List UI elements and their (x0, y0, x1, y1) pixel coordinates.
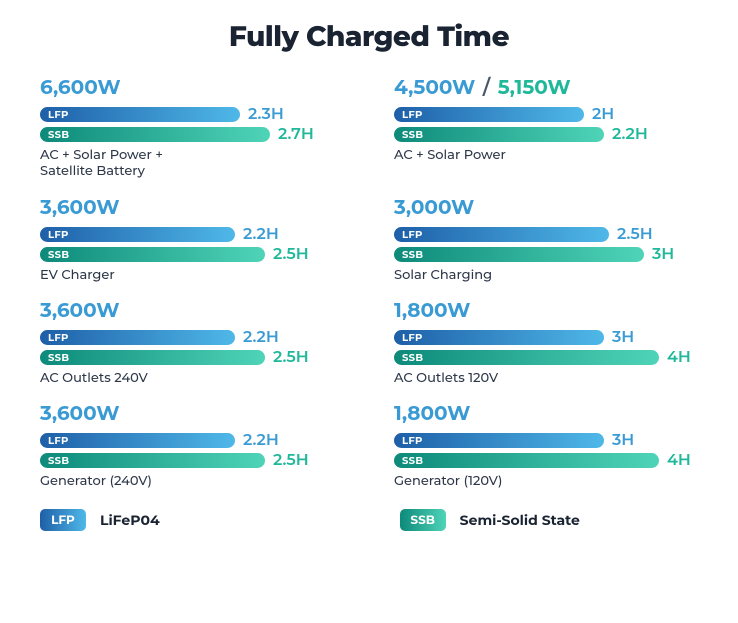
bar-lfp: LFP (40, 330, 235, 345)
chart-cell: 1,800W LFP 3H SSB 4H Generator (120V) (394, 402, 698, 489)
legend-item-lfp: LFP LiFeP04 (40, 509, 160, 531)
bar-row-ssb: SSB 4H (394, 452, 698, 469)
legend-badge-lfp: LFP (40, 509, 86, 531)
bar-value-ssb: 2.5H (273, 245, 309, 264)
wattage-label: 1,800W (394, 299, 698, 323)
chart-subtitle: Generator (120V) (394, 473, 698, 489)
bar-row-lfp: LFP 2H (394, 106, 698, 123)
bar-value-ssb: 2.7H (278, 125, 314, 144)
bar-ssb: SSB (40, 127, 270, 142)
wattage-label: 3,600W (40, 402, 344, 426)
bar-row-ssb: SSB 2.2H (394, 126, 698, 143)
bar-value-lfp: 2.5H (617, 225, 653, 244)
legend-badge-ssb: SSB (400, 509, 446, 531)
bar-row-ssb: SSB 2.7H (40, 126, 344, 143)
wattage-label: 3,600W (40, 196, 344, 220)
wattage-label: 3,000W (394, 196, 698, 220)
legend-item-ssb: SSB Semi-Solid State (400, 509, 580, 531)
bar-ssb: SSB (394, 247, 644, 262)
bar-ssb: SSB (40, 453, 265, 468)
bar-value-ssb: 4H (667, 451, 691, 470)
bar-value-lfp: 2.2H (243, 328, 279, 347)
bar-value-ssb: 2.2H (612, 125, 648, 144)
bar-row-lfp: LFP 2.2H (40, 329, 344, 346)
bar-value-lfp: 2.2H (243, 225, 279, 244)
bar-ssb: SSB (394, 453, 659, 468)
chart-cell: 3,600W LFP 2.2H SSB 2.5H AC Outlets 240V (40, 299, 344, 386)
bar-row-ssb: SSB 4H (394, 349, 698, 366)
chart-subtitle: EV Charger (40, 267, 344, 283)
bar-row-ssb: SSB 2.5H (40, 246, 344, 263)
chart-title: Fully Charged Time (40, 20, 698, 54)
bar-value-lfp: 3H (612, 431, 634, 450)
legend-label-lfp: LiFeP04 (100, 511, 160, 529)
bar-lfp: LFP (40, 107, 240, 122)
wattage-label: 3,600W (40, 299, 344, 323)
wattage-label: 6,600W (40, 76, 344, 100)
chart-grid: 6,600W LFP 2.3H SSB 2.7H AC + Solar Power +Sa… (40, 76, 698, 489)
chart-subtitle: Generator (240V) (40, 473, 344, 489)
bar-ssb: SSB (40, 247, 265, 262)
bar-row-ssb: SSB 3H (394, 246, 698, 263)
chart-cell: 3,600W LFP 2.2H SSB 2.5H EV Charger (40, 196, 344, 283)
bar-value-lfp: 2.3H (248, 105, 284, 124)
chart-cell: 4,500W / 5,150W LFP 2H SSB 2.2H AC + Solar Po… (394, 76, 698, 180)
bar-row-lfp: LFP 3H (394, 329, 698, 346)
wattage-label: 4,500W / 5,150W (394, 76, 698, 100)
chart-cell: 6,600W LFP 2.3H SSB 2.7H AC + Solar Power +Sa… (40, 76, 344, 180)
bar-lfp: LFP (40, 227, 235, 242)
bar-value-lfp: 2H (592, 105, 614, 124)
wattage-label: 1,800W (394, 402, 698, 426)
chart-subtitle: AC Outlets 120V (394, 370, 698, 386)
bar-ssb: SSB (394, 127, 604, 142)
bar-value-lfp: 3H (612, 328, 634, 347)
bar-value-ssb: 4H (667, 348, 691, 367)
bar-value-ssb: 2.5H (273, 451, 309, 470)
bar-row-ssb: SSB 2.5H (40, 452, 344, 469)
bar-value-ssb: 2.5H (273, 348, 309, 367)
chart-subtitle: Solar Charging (394, 267, 698, 283)
bar-lfp: LFP (394, 227, 609, 242)
bar-lfp: LFP (394, 330, 604, 345)
bar-lfp: LFP (394, 433, 604, 448)
bar-row-lfp: LFP 2.5H (394, 226, 698, 243)
chart-cell: 3,600W LFP 2.2H SSB 2.5H Generator (240V) (40, 402, 344, 489)
bar-lfp: LFP (40, 433, 235, 448)
chart-cell: 3,000W LFP 2.5H SSB 3H Solar Charging (394, 196, 698, 283)
legend-label-ssb: Semi-Solid State (460, 511, 580, 529)
bar-value-ssb: 3H (652, 245, 674, 264)
bar-row-lfp: LFP 2.2H (40, 226, 344, 243)
legend: LFP LiFeP04 SSB Semi-Solid State (40, 509, 698, 531)
bar-row-lfp: LFP 2.2H (40, 432, 344, 449)
chart-subtitle: AC + Solar Power (394, 147, 698, 163)
bar-row-ssb: SSB 2.5H (40, 349, 344, 366)
bar-ssb: SSB (40, 350, 265, 365)
bar-row-lfp: LFP 2.3H (40, 106, 344, 123)
chart-cell: 1,800W LFP 3H SSB 4H AC Outlets 120V (394, 299, 698, 386)
chart-subtitle: AC + Solar Power +Satellite Battery (40, 147, 344, 180)
bar-row-lfp: LFP 3H (394, 432, 698, 449)
bar-ssb: SSB (394, 350, 659, 365)
chart-subtitle: AC Outlets 240V (40, 370, 344, 386)
bar-lfp: LFP (394, 107, 584, 122)
bar-value-lfp: 2.2H (243, 431, 279, 450)
